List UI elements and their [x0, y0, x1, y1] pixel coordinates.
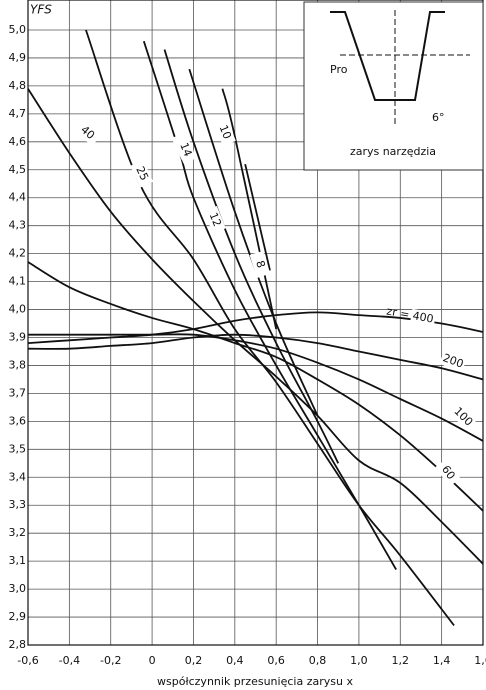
x-tick-label: 1,0: [350, 654, 368, 667]
curve: [27, 261, 484, 512]
curve-label: 400: [412, 309, 435, 325]
curve-label-prefix: zr =: [386, 305, 411, 322]
label-bg: [174, 136, 197, 164]
y-tick-label: 3,2: [9, 526, 27, 539]
plot-frame: [27, 0, 484, 646]
label-bg: [439, 350, 467, 373]
inset-label: Pro: [330, 63, 348, 76]
x-tick-label: 0,8: [309, 654, 327, 667]
x-tick-label: 1,6: [474, 654, 486, 667]
label-bg: [203, 205, 226, 234]
x-tick-label: 0: [149, 654, 156, 667]
label-bg: [73, 119, 102, 147]
curve: [27, 333, 484, 381]
inset-label: 6°: [432, 111, 445, 124]
curve: [27, 311, 484, 344]
x-tick-label: -0,2: [100, 654, 121, 667]
curve-label: 200: [441, 351, 465, 370]
curve-label: 12: [207, 211, 224, 229]
x-tick-label: 0,2: [185, 654, 203, 667]
y-tick-label: 3,6: [9, 414, 27, 427]
x-tick-label: 0,4: [226, 654, 244, 667]
curve-label: 25: [133, 164, 151, 182]
y-tick-label: 4,4: [9, 191, 27, 204]
y-tick-label: 3,3: [9, 498, 27, 511]
y-tick-label: 3,4: [9, 470, 27, 483]
tool-profile-inset: Pro 6° zarys narzędzia: [303, 1, 484, 171]
curve: [188, 68, 319, 417]
y-tick-label: 3,8: [9, 358, 27, 371]
curve-label: 10: [217, 123, 234, 141]
curve-label: 8: [253, 259, 268, 270]
x-axis-label: współczynnik przesunięcia zarysu x: [157, 675, 353, 688]
y-tick-label: 4,2: [9, 247, 27, 260]
inset-caption: zarys narzędzia: [350, 145, 436, 158]
curve: [163, 49, 340, 464]
label-bg: [409, 308, 437, 327]
label-bg: [213, 118, 236, 146]
y-tick-label: 4,6: [9, 135, 27, 148]
y-tick-label: 4,1: [9, 275, 27, 288]
y-tick-label: 2,9: [9, 610, 27, 623]
y-tick-label: 4,7: [9, 107, 27, 120]
curve: [27, 333, 484, 442]
label-bg: [130, 159, 154, 188]
y-tick-label: 3,1: [9, 554, 27, 567]
y-tick-label: 2,8: [9, 638, 27, 651]
y-tick-label: 4,0: [9, 303, 27, 316]
y-tick-label: 4,5: [9, 163, 27, 176]
curve: [244, 163, 271, 271]
inset-box: [303, 1, 484, 171]
y-tick-label: 4,3: [9, 219, 27, 232]
y-tick-label: 3,0: [9, 582, 27, 595]
x-tick-label: 1,4: [433, 654, 451, 667]
x-tick-label: -0,6: [17, 654, 38, 667]
y-tick-label: 3,7: [9, 386, 27, 399]
x-tick-label: 0,6: [267, 654, 285, 667]
y-tick-label: 4,9: [9, 51, 27, 64]
x-tick-label: 1,2: [392, 654, 410, 667]
curve: [27, 88, 484, 565]
label-bg: [435, 458, 461, 487]
y-axis-label: YFS: [30, 3, 52, 17]
label-bg: [449, 403, 477, 431]
x-tick-label: -0,4: [59, 654, 80, 667]
y-tick-label: 4,8: [9, 79, 27, 92]
y-tick-label: 5,0: [9, 23, 27, 36]
y-tick-label: 3,9: [9, 331, 27, 344]
y-tick-label: 3,5: [9, 442, 27, 455]
label-bg: [249, 250, 271, 278]
curve-label: 14: [177, 141, 194, 159]
curve: [221, 88, 278, 330]
